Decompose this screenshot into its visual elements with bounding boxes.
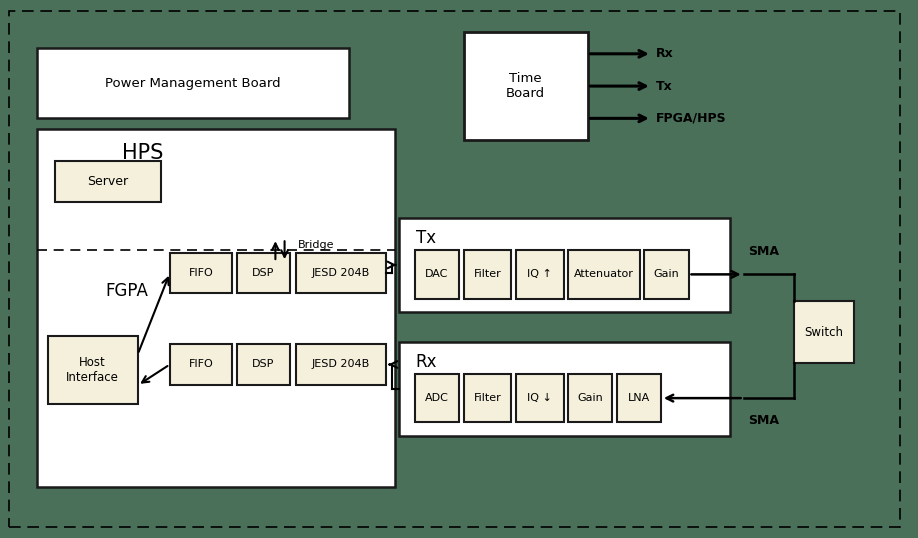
Text: Power Management Board: Power Management Board	[105, 77, 281, 90]
Bar	[399, 342, 730, 436]
Text: ADC: ADC	[425, 393, 449, 403]
Text: Rx: Rx	[416, 353, 437, 371]
Text: Time
Board: Time Board	[506, 72, 545, 100]
Text: IQ ↑: IQ ↑	[527, 270, 553, 279]
Text: JESD 204B: JESD 204B	[311, 268, 370, 278]
Bar	[55, 161, 161, 202]
Text: DAC: DAC	[425, 270, 449, 279]
Bar	[415, 250, 459, 299]
Bar	[296, 253, 386, 293]
Text: HPS: HPS	[121, 143, 163, 164]
Text: Filter: Filter	[474, 270, 501, 279]
Bar	[37, 48, 349, 118]
Text: Rx: Rx	[656, 47, 674, 60]
Text: Server: Server	[87, 175, 129, 188]
Text: IQ ↓: IQ ↓	[527, 393, 553, 403]
Text: Bridge: Bridge	[298, 240, 335, 250]
Text: Gain: Gain	[654, 270, 679, 279]
Bar	[170, 344, 232, 385]
Bar	[237, 344, 290, 385]
Text: DSP: DSP	[252, 359, 274, 370]
Text: Gain: Gain	[577, 393, 603, 403]
Bar	[568, 374, 612, 422]
Bar	[568, 250, 640, 299]
Bar	[617, 374, 661, 422]
Text: FGPA: FGPA	[106, 281, 149, 300]
Bar	[296, 344, 386, 385]
Bar	[516, 374, 564, 422]
Text: LNA: LNA	[628, 393, 650, 403]
Bar	[464, 32, 588, 140]
Text: Host
Interface: Host Interface	[66, 356, 119, 384]
Bar	[399, 218, 730, 312]
Text: JESD 204B: JESD 204B	[311, 359, 370, 370]
Bar	[794, 301, 854, 363]
Text: Switch: Switch	[804, 325, 844, 339]
Bar	[464, 374, 511, 422]
Bar	[48, 336, 138, 404]
Text: Tx: Tx	[416, 229, 436, 247]
Bar	[464, 250, 511, 299]
Text: Filter: Filter	[474, 393, 501, 403]
Text: FIFO: FIFO	[189, 268, 213, 278]
Text: SMA: SMA	[748, 245, 779, 258]
Text: FPGA/HPS: FPGA/HPS	[656, 112, 727, 125]
Bar	[37, 129, 395, 487]
Text: SMA: SMA	[748, 414, 779, 427]
Text: Attenuator: Attenuator	[574, 270, 634, 279]
Text: DSP: DSP	[252, 268, 274, 278]
Text: FIFO: FIFO	[189, 359, 213, 370]
Bar	[237, 253, 290, 293]
Bar	[644, 250, 688, 299]
Bar	[170, 253, 232, 293]
Bar	[415, 374, 459, 422]
Text: Tx: Tx	[656, 80, 673, 93]
Bar	[516, 250, 564, 299]
